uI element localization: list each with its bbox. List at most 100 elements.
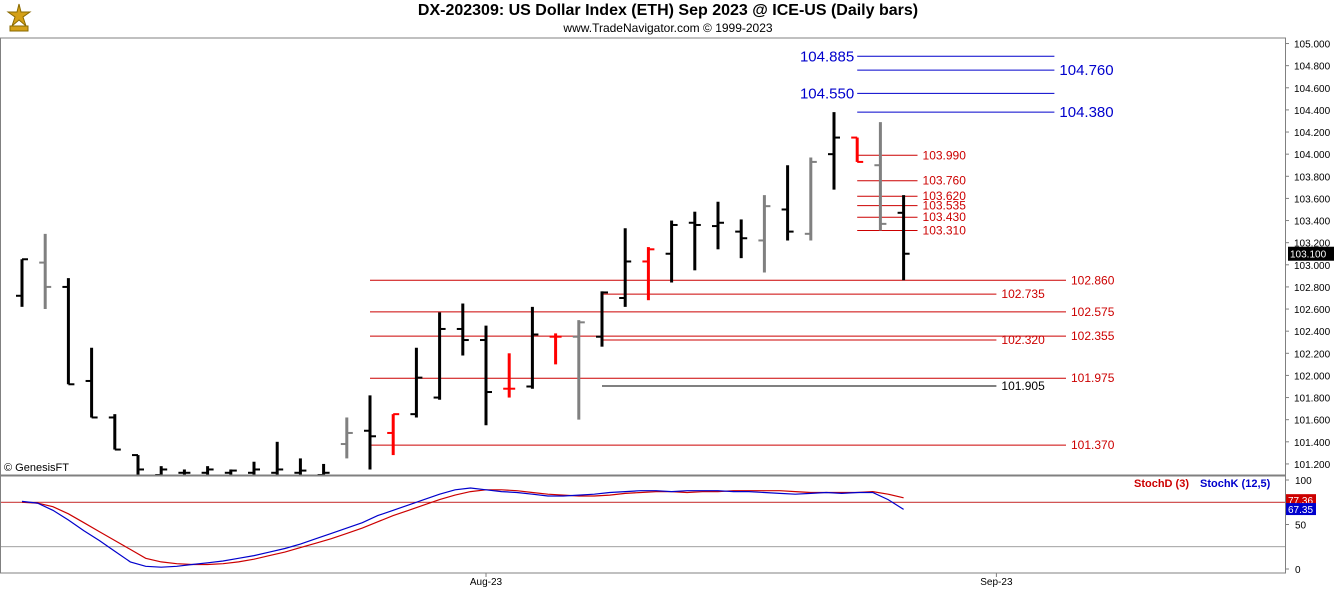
- genesis-watermark: © GenesisFT: [4, 462, 69, 474]
- stoch-d-line: [21, 489, 904, 566]
- price-tick-label: 103.400: [1294, 217, 1331, 228]
- price-bar: [16, 258, 28, 307]
- price-bar: [781, 165, 794, 241]
- price-bar: [596, 291, 608, 347]
- stoch-k-last-box: [1286, 503, 1316, 516]
- price-bar: [62, 278, 75, 386]
- price-bar: [108, 414, 121, 451]
- level-label: 103.535: [923, 199, 967, 213]
- level-label: 102.735: [1001, 287, 1045, 301]
- stoch-tick-label: 100: [1295, 476, 1312, 487]
- price-bar: [340, 417, 353, 459]
- level-label: 101.905: [1001, 379, 1045, 393]
- price-bar: [224, 469, 237, 475]
- price-bar: [804, 157, 817, 241]
- price-bar: [572, 320, 585, 420]
- price-bar: [688, 211, 701, 271]
- price-bar: [364, 395, 376, 470]
- stoch-k-last-label: 67.35: [1288, 505, 1313, 516]
- level-label: 103.990: [923, 148, 967, 162]
- last-price-box: [1288, 246, 1334, 261]
- price-tick-label: 103.800: [1294, 172, 1331, 183]
- price-bar: [456, 303, 469, 356]
- price-bar: [526, 306, 539, 389]
- price-bar: [433, 312, 446, 400]
- stoch-tick-label: 0: [1295, 565, 1301, 576]
- price-bar: [897, 195, 910, 281]
- price-tick-label: 104.400: [1294, 106, 1331, 117]
- stoch-k-legend: StochK (12,5): [1200, 478, 1271, 490]
- price-bar: [712, 201, 724, 250]
- price-tick-label: 101.600: [1294, 416, 1331, 427]
- level-label: 103.760: [923, 174, 967, 188]
- x-tick-label: Aug-23: [470, 577, 503, 588]
- price-bar: [549, 333, 562, 365]
- price-bar: [851, 136, 864, 163]
- price-bar: [85, 347, 98, 419]
- price-bar: [619, 228, 632, 307]
- price-bar: [758, 195, 771, 273]
- chart-title: DX-202309: US Dollar Index (ETH) Sep 202…: [417, 2, 919, 19]
- price-tick-label: 102.200: [1294, 349, 1331, 360]
- price-tick-label: 102.400: [1294, 327, 1331, 338]
- x-tick-label: Sep-23: [980, 577, 1013, 588]
- price-tick-label: 103.200: [1294, 239, 1331, 250]
- price-tick-label: 103.600: [1294, 194, 1331, 205]
- level-label: 101.975: [1071, 371, 1115, 385]
- price-bar: [155, 466, 168, 476]
- price-bar: [665, 220, 678, 283]
- price-bar: [874, 122, 887, 231]
- price-bar: [39, 233, 52, 310]
- price-bar: [503, 353, 516, 398]
- price-bar: [248, 461, 260, 475]
- chart-subtitle: www.TradeNavigator.com © 1999-2023: [563, 21, 773, 35]
- price-bar: [828, 112, 840, 190]
- price-bar: [132, 454, 144, 475]
- price-tick-label: 104.800: [1294, 62, 1331, 73]
- level-label: 104.885: [800, 48, 854, 65]
- level-label: 103.310: [923, 224, 967, 238]
- price-bar: [387, 413, 400, 456]
- price-bar: [294, 458, 307, 475]
- level-label: 102.320: [1001, 333, 1045, 347]
- stoch-d-last-label: 77.36: [1288, 496, 1313, 507]
- price-tick-label: 101.800: [1294, 394, 1331, 405]
- stoch-k-line: [21, 487, 904, 568]
- level-label: 102.860: [1071, 273, 1115, 287]
- price-tick-label: 101.400: [1294, 438, 1331, 449]
- trade-navigator-logo-icon: [6, 3, 32, 32]
- level-label: 104.550: [800, 85, 854, 102]
- axes: 101.200 101.400 101.600 101.800 102.000 102.2…: [0, 37, 1334, 588]
- last-price-label: 103.100: [1290, 250, 1327, 261]
- price-bar: [480, 325, 492, 426]
- price-plot: 104.885 104.760 104.550 104.380 103.990 103.7…: [16, 48, 1115, 476]
- price-tick-label: 105.000: [1294, 40, 1331, 51]
- level-label: 103.620: [923, 189, 967, 203]
- level-label: 104.380: [1059, 104, 1113, 121]
- price-tick-label: 103.000: [1294, 261, 1331, 272]
- level-label: 103.430: [923, 210, 967, 224]
- price-bar: [735, 219, 748, 259]
- level-label: 102.575: [1071, 305, 1115, 319]
- price-bar: [642, 247, 655, 301]
- price-frame: [0, 37, 1286, 476]
- stochastic-plot: [0, 487, 1285, 568]
- price-bar: [410, 347, 423, 418]
- price-bar: [178, 469, 191, 475]
- level-label: 102.355: [1071, 329, 1115, 343]
- price-bar: [271, 441, 284, 475]
- price-tick-label: 104.200: [1294, 128, 1331, 139]
- price-tick-label: 101.200: [1294, 460, 1331, 471]
- level-label: 104.760: [1059, 62, 1113, 79]
- price-tick-label: 104.000: [1294, 150, 1331, 161]
- price-tick-label: 102.000: [1294, 371, 1331, 382]
- stoch-d-legend: StochD (3): [1134, 478, 1189, 490]
- price-tick-label: 104.600: [1294, 84, 1331, 95]
- price-bar: [201, 466, 214, 475]
- price-tick-label: 102.800: [1294, 283, 1331, 294]
- price-tick-label: 102.600: [1294, 305, 1331, 316]
- price-bar: [317, 463, 330, 476]
- stoch-tick-label: 50: [1295, 521, 1307, 532]
- level-label: 101.370: [1071, 438, 1115, 452]
